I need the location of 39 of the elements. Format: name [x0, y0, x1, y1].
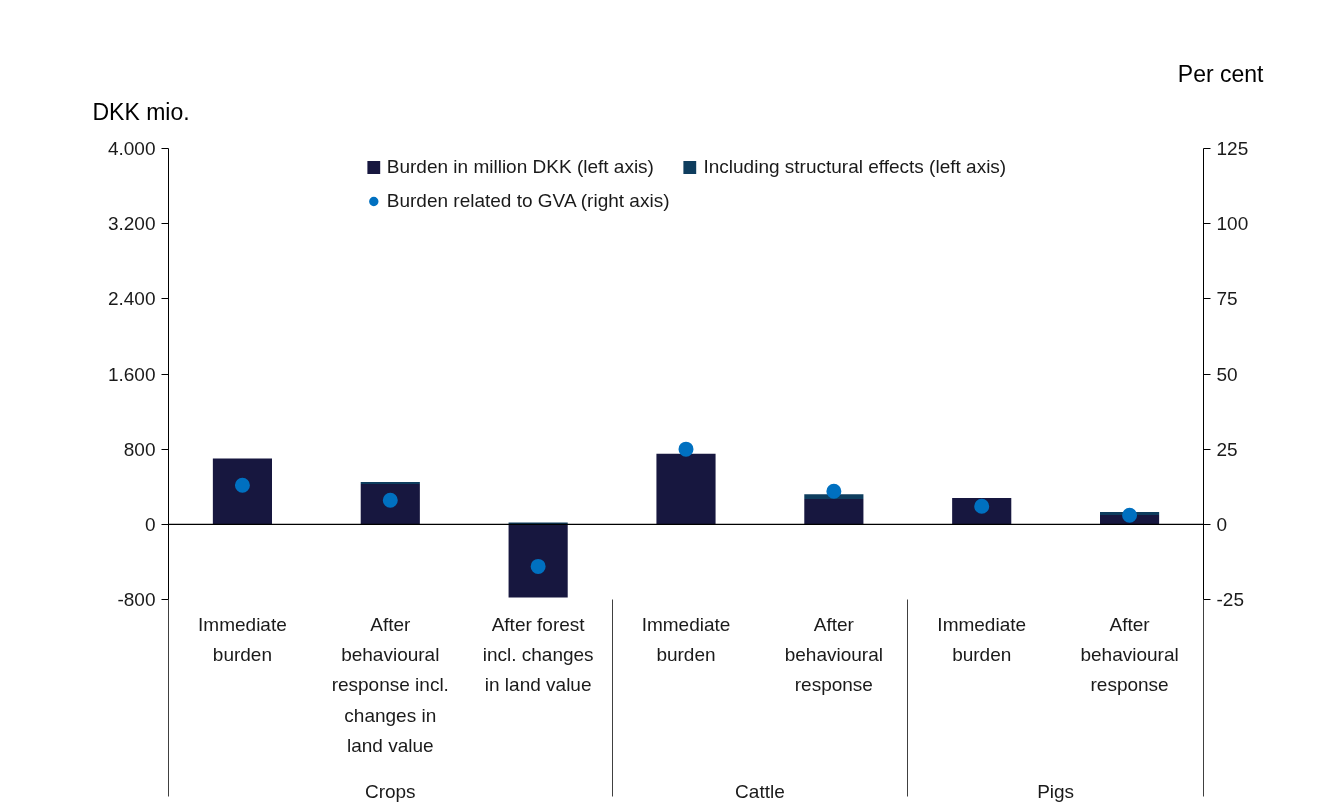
y2-tick-label: 0: [1216, 513, 1228, 535]
text: Crops: [364, 780, 416, 802]
x-tick-label: Immediate burden: [198, 613, 287, 665]
text: Pigs: [1037, 780, 1075, 802]
y2-tick-label: 25: [1216, 438, 1238, 460]
x-tick-label: After forest incl. changes in land value: [482, 613, 594, 696]
y-tick-label: 0: [144, 513, 156, 535]
legend-label: Burden related to GVA (right axis): [386, 190, 670, 212]
y2-tick-label: 75: [1216, 288, 1238, 310]
point: [826, 483, 842, 499]
bar: [360, 483, 420, 525]
x-tick-label: After behavioural response: [784, 613, 883, 696]
y-tick-label: 1.600: [107, 363, 156, 385]
y-tick-label: 4.000: [107, 138, 156, 159]
x-tick-label: Immediate burden: [937, 613, 1027, 665]
bar: [656, 453, 716, 525]
y2-tick-label: -25: [1216, 589, 1244, 610]
legend-label: Including structural effects (left axis): [703, 156, 1007, 178]
text: Cattle: [735, 780, 785, 802]
point: [234, 477, 250, 493]
y-tick-label: 2.400: [107, 288, 156, 310]
y-tick-label: 800: [123, 438, 156, 460]
y2-axis-title: Per cent: [1177, 60, 1265, 87]
y-tick-label: 3.200: [107, 213, 156, 235]
x-tick-label: After behavioural response incl. changes in land value: [331, 613, 449, 757]
point: [530, 558, 546, 574]
y-tick-label: -800: [117, 589, 156, 610]
y2-tick-label: 100: [1216, 213, 1249, 235]
legend-label: Burden in million DKK (left axis): [386, 156, 654, 178]
x-tick-label: After behavioural response: [1080, 613, 1179, 696]
x-tick-label: Immediate burden: [641, 613, 731, 665]
point: [678, 441, 694, 457]
y-axis-title: DKK mio.: [92, 98, 190, 125]
bar: [804, 498, 864, 525]
y2-tick-label: 50: [1216, 363, 1238, 385]
point: [1122, 507, 1138, 523]
y2-tick-label: 125: [1216, 138, 1249, 159]
bar: [508, 524, 568, 598]
bar: [212, 458, 272, 525]
